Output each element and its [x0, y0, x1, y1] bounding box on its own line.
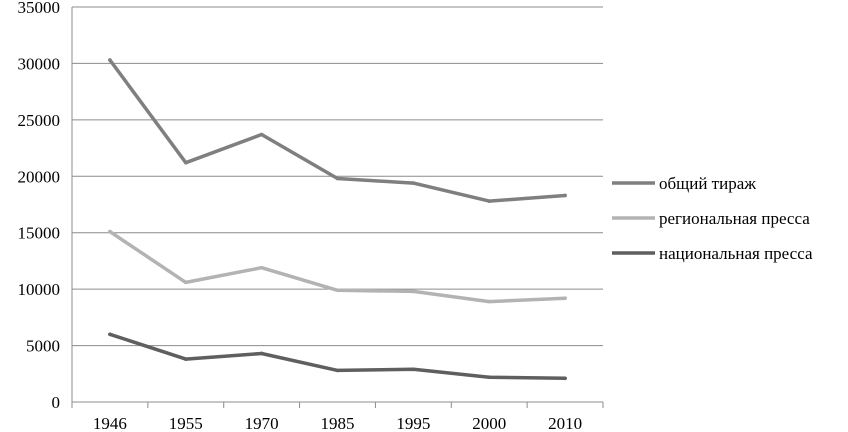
data-point [259, 132, 264, 137]
y-tick-label: 5000 [26, 337, 60, 356]
data-point [487, 375, 492, 379]
x-tick-label: 1985 [321, 414, 355, 432]
data-point [335, 176, 340, 181]
x-tick-label: 1955 [169, 414, 203, 432]
data-point [108, 229, 112, 234]
data-point [183, 160, 188, 165]
legend-label: национальная пресса [659, 244, 813, 263]
y-tick-label: 35000 [18, 0, 61, 17]
y-tick-label: 30000 [18, 54, 61, 73]
data-point [335, 368, 340, 373]
y-tick-label: 10000 [18, 280, 61, 299]
data-point [411, 367, 416, 372]
x-tick-label: 2000 [472, 414, 506, 432]
data-point [487, 299, 492, 304]
data-point [563, 193, 567, 198]
data-point [411, 181, 416, 185]
axes: 0 5000 10000 15000 20000 25000 30000 35000 1946 1… [18, 0, 604, 432]
data-point [259, 351, 264, 356]
data-point [108, 332, 112, 337]
data-point [563, 296, 567, 300]
x-tick-label: 1995 [396, 414, 430, 432]
data-point [259, 265, 264, 270]
legend-label: общий тираж [659, 174, 756, 193]
x-tick-label: 1970 [245, 414, 279, 432]
series-lines [108, 58, 567, 381]
data-point [183, 357, 188, 361]
data-point [487, 199, 492, 203]
y-tick-label: 20000 [18, 167, 61, 186]
data-point [335, 288, 340, 293]
data-point [563, 376, 567, 381]
data-point [183, 280, 188, 285]
legend-label: региональная пресса [659, 209, 810, 228]
gridlines [72, 6, 603, 347]
y-tick-label: 0 [52, 393, 61, 412]
y-tick-label: 15000 [18, 224, 61, 243]
x-tick-label: 2010 [548, 414, 582, 432]
data-point [108, 58, 112, 62]
data-point [411, 289, 416, 294]
x-tick-label: 1946 [93, 414, 127, 432]
legend: общий тираж региональная пресса национальн… [612, 174, 813, 263]
y-tick-label: 25000 [18, 111, 61, 130]
